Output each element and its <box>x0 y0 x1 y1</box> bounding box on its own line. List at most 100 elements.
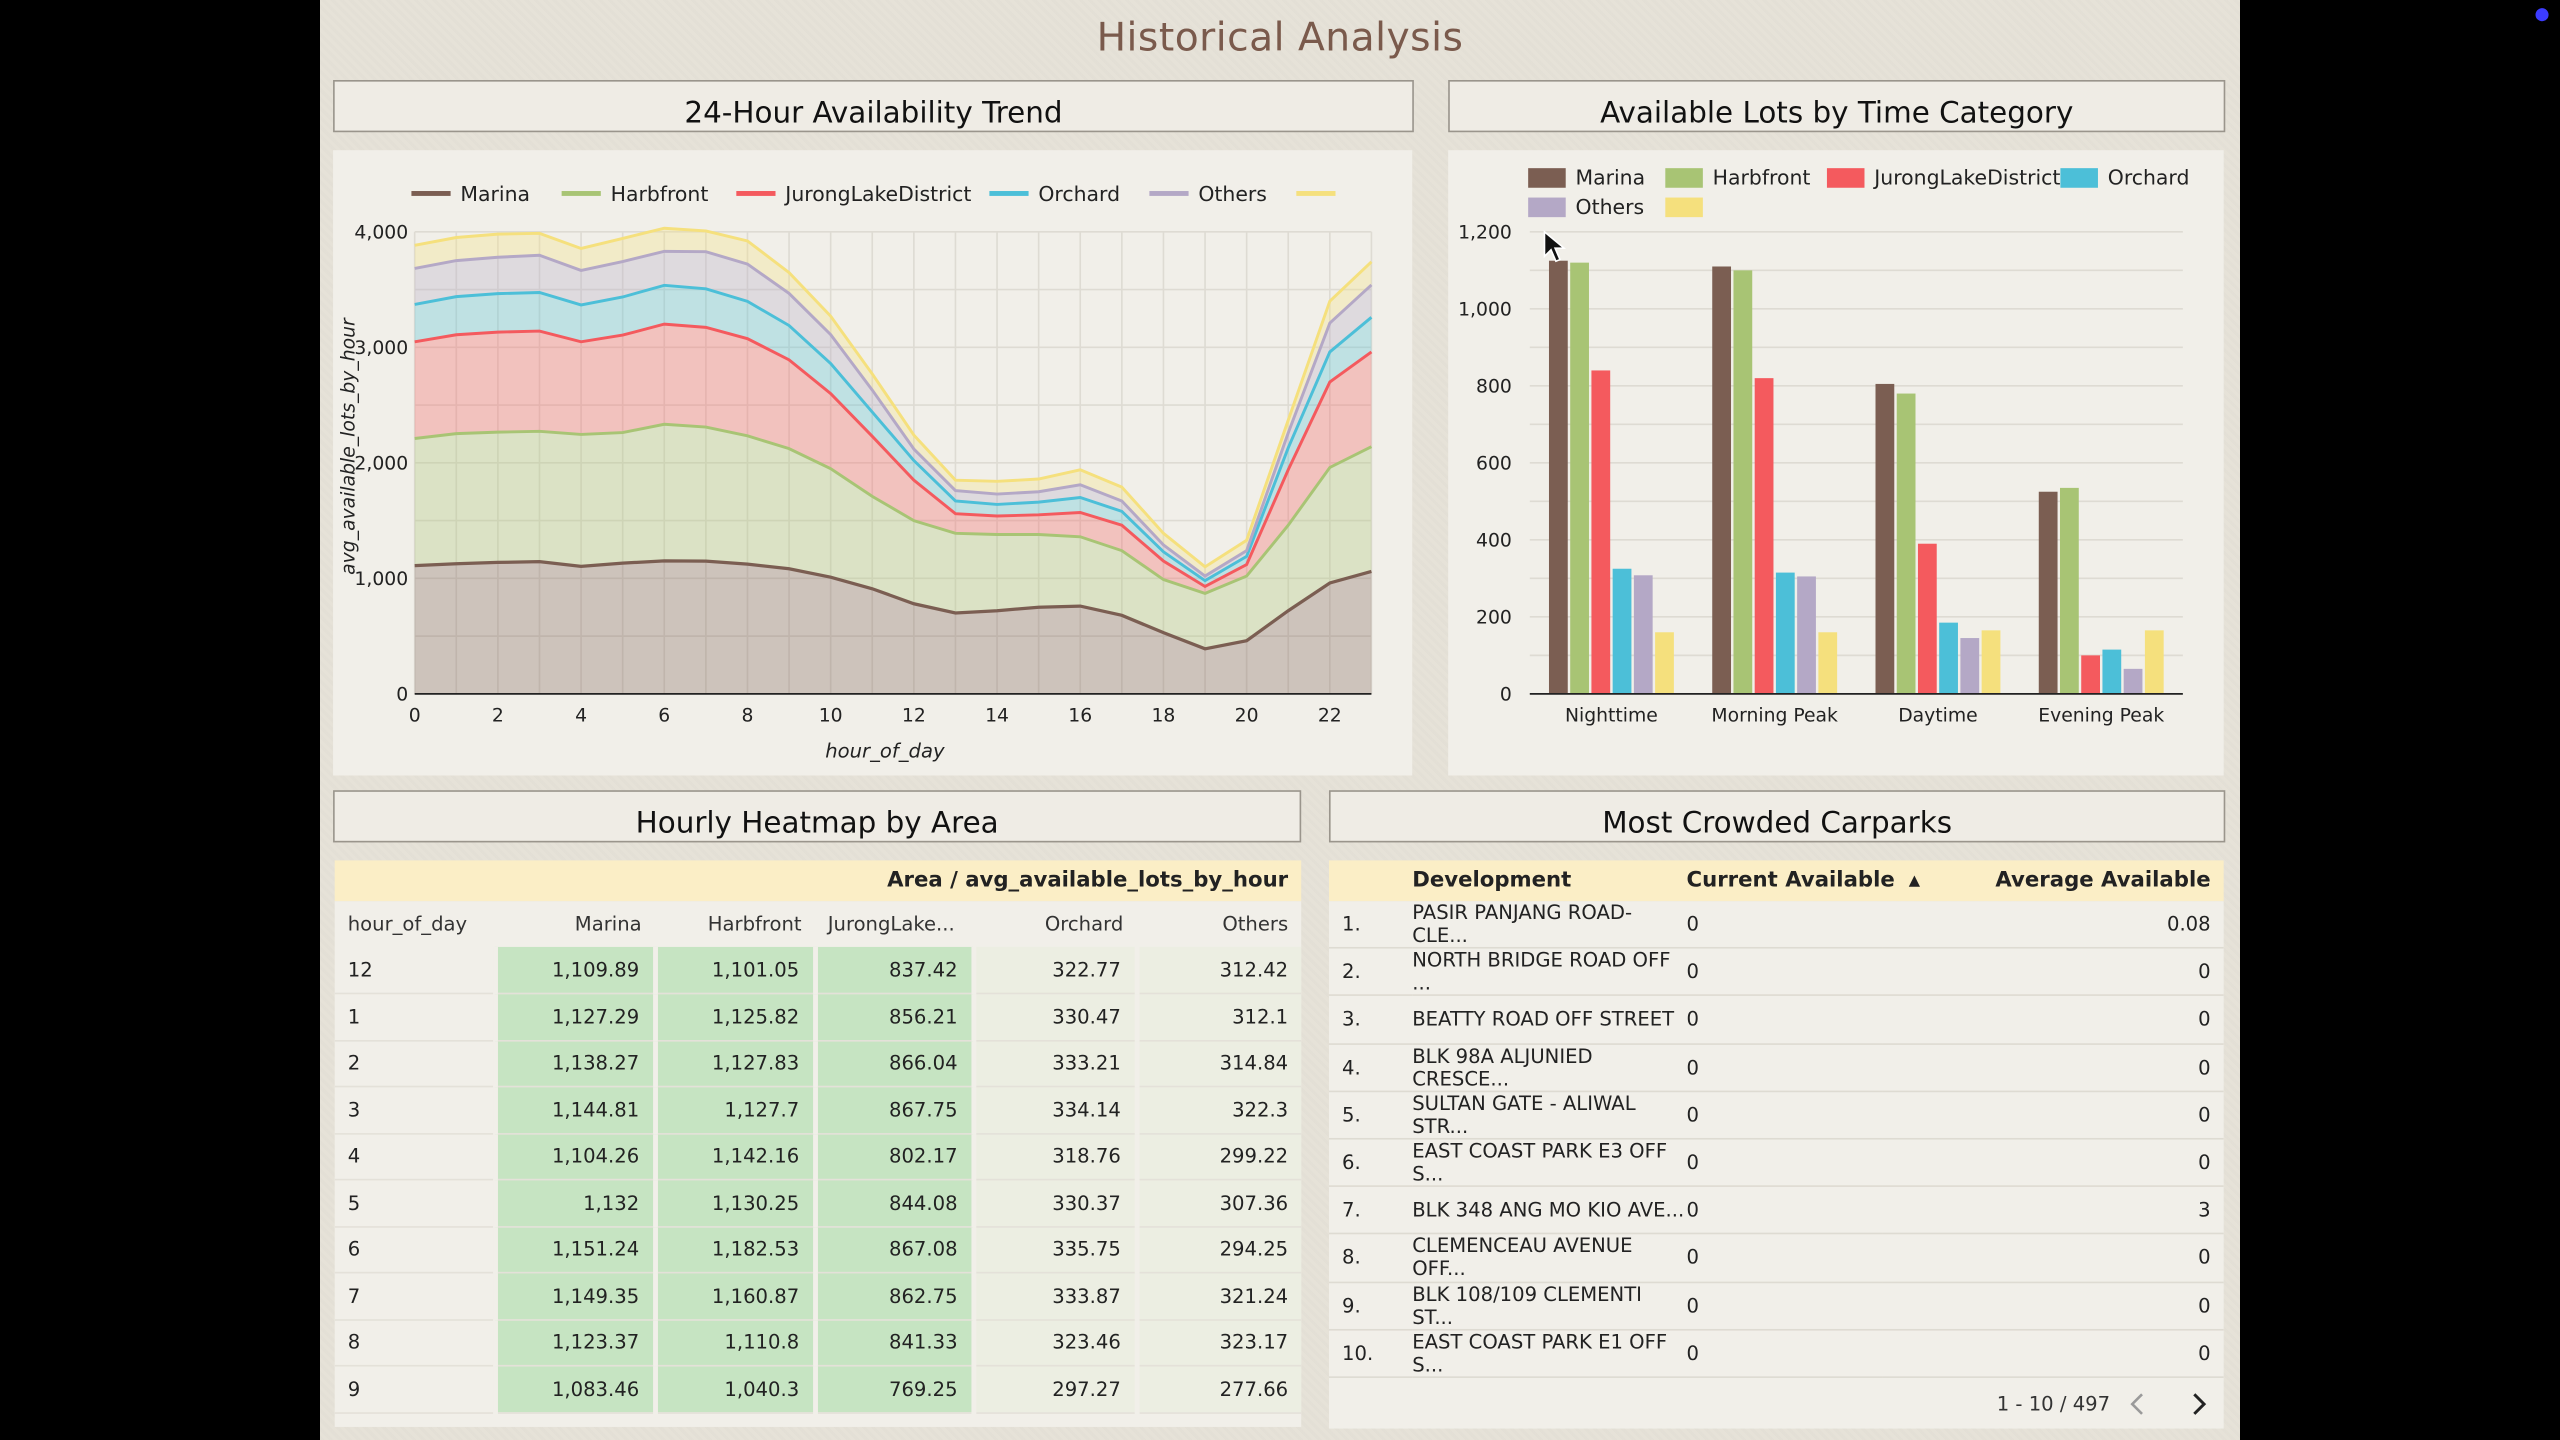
area-others[interactable] <box>414 251 1372 581</box>
heatmap-cell: 862.75 <box>812 1272 974 1320</box>
bar-harbfront-nighttime[interactable] <box>1570 262 1589 694</box>
table-row[interactable]: 3. BEATTY ROAD OFF STREET 0 0 <box>1328 995 2224 1045</box>
heatmap-col-juronglake-[interactable]: JurongLake... <box>827 912 955 936</box>
bars-legend[interactable]: Marina Harbfront JurongLakeDistrict Orchard… <box>1448 165 2224 230</box>
trend-legend-item-harbfront[interactable]: Harbfront <box>561 181 708 206</box>
bar-others-nighttime[interactable] <box>1633 575 1653 694</box>
heatmap-col-orchard[interactable]: Orchard <box>1044 912 1124 936</box>
heatmap-col-marina[interactable]: Marina <box>574 912 642 936</box>
bars-legend-item-harbfront[interactable]: Harbfront <box>1665 165 1810 189</box>
trend-y-tick: 0 <box>396 684 408 705</box>
prev-page-button[interactable] <box>2126 1391 2152 1417</box>
heatmap-cell: 1,101.05 <box>652 946 815 995</box>
row-average: 0.08 <box>1882 901 2224 949</box>
trend-legend-item-marina[interactable]: Marina <box>411 181 530 206</box>
area-harbfront[interactable] <box>414 424 1372 649</box>
bar-orchard-morning-peak[interactable] <box>1775 572 1795 694</box>
bar-unnamed-morning-peak[interactable] <box>1818 632 1838 694</box>
bar-harbfront-daytime[interactable] <box>1896 393 1916 694</box>
heatmap-cell: 1,151.24 <box>492 1226 655 1274</box>
bars-legend-item-unnamed[interactable] <box>1665 194 1712 218</box>
row-average: 0 <box>1882 1329 2224 1378</box>
next-page-button[interactable] <box>2184 1391 2210 1417</box>
heatmap-cell: 1 <box>334 993 495 1041</box>
bars-chart[interactable]: 0 200 400 600 800 1,000 1,200 Nighttime Morning … <box>1448 150 2224 775</box>
bars-y-tick: 0 <box>1500 684 1512 705</box>
table-row[interactable]: 4. BLK 98A ALJUNIED CRESCE... 0 0 <box>1328 1043 2224 1092</box>
bar-harbfront-evening-peak[interactable] <box>2059 487 2079 694</box>
heatmap-column-headers: hour_of_day Marina Harbfront JurongLake... O… <box>335 901 1302 947</box>
table-row[interactable]: 8. CLEMENCEAU AVENUE OFF... 0 0 <box>1328 1233 2224 1283</box>
bars-y-tick: 1,000 <box>1458 299 1512 320</box>
col-development[interactable]: Development <box>1412 868 1572 894</box>
table-row[interactable]: 2. NORTH BRIDGE ROAD OFF ... 0 0 <box>1328 948 2224 997</box>
bar-marina-evening-peak[interactable] <box>2038 491 2058 694</box>
bar-unnamed-daytime[interactable] <box>1981 630 2001 694</box>
legend-swatch-icon <box>736 191 776 196</box>
table-row[interactable]: 9. BLK 108/109 CLEMENTI ST... 0 0 <box>1328 1281 2224 1331</box>
heatmap-cell: 307.36 <box>1133 1179 1302 1227</box>
heatmap-cell: 802.17 <box>812 1133 974 1181</box>
col-current-available[interactable]: Current Available ▲ <box>1687 860 1920 904</box>
table-row[interactable]: 7. BLK 348 ANG MO KIO AVE... 0 3 <box>1328 1186 2224 1235</box>
bar-others-daytime[interactable] <box>1960 638 1980 694</box>
row-index: 2. <box>1328 948 1413 997</box>
area-marina[interactable] <box>414 560 1372 694</box>
row-development: SULTAN GATE - ALIWAL STR... <box>1412 1091 1687 1140</box>
trend-legend-item-orchard[interactable]: Orchard <box>989 181 1120 206</box>
trend-legend-item-juronglakedistrict[interactable]: JurongLakeDistrict <box>736 181 971 206</box>
bar-orchard-evening-peak[interactable] <box>2102 649 2122 694</box>
bar-marina-morning-peak[interactable] <box>1712 266 1732 694</box>
bar-orchard-nighttime[interactable] <box>1612 568 1632 694</box>
table-row[interactable]: 6. EAST COAST PARK E3 OFF S... 0 0 <box>1328 1138 2224 1188</box>
line-harbfront[interactable] <box>414 422 1373 595</box>
heatmap-row: 8 1,123.37 1,110.8 841.33 323.46 323.17 <box>334 1319 1302 1367</box>
bar-juronglakedistrict-nighttime[interactable] <box>1591 370 1611 694</box>
bar-marina-daytime[interactable] <box>1875 383 1895 694</box>
trend-legend[interactable]: Marina Harbfront JurongLakeDistrict Orchard… <box>333 181 1412 214</box>
bars-legend-item-juronglakedistrict[interactable]: JurongLakeDistrict <box>1826 165 2060 189</box>
heatmap-col-others[interactable]: Others <box>1222 912 1289 936</box>
bars-legend-item-marina[interactable]: Marina <box>1528 165 1645 189</box>
row-current: 0 <box>1686 1281 1883 1331</box>
heatmap-col-harbfront[interactable]: Harbfront <box>707 912 802 936</box>
line-unnamed[interactable] <box>414 226 1373 569</box>
line-orchard[interactable] <box>414 283 1373 583</box>
trend-legend-item-unnamed[interactable] <box>1296 181 1345 205</box>
col-average-available[interactable]: Average Available <box>1995 868 2211 894</box>
trend-area-chart[interactable]: 0 1,000 2,000 3,000 4,000 0 2 4 6 8 10 12 14 16 18 20 22… <box>333 150 1412 775</box>
bar-others-morning-peak[interactable] <box>1797 576 1816 694</box>
row-development: EAST COAST PARK E3 OFF S... <box>1412 1138 1687 1188</box>
line-juronglakedistrict[interactable] <box>414 322 1373 589</box>
bar-juronglakedistrict-evening-peak[interactable] <box>2081 655 2100 694</box>
bar-juronglakedistrict-daytime[interactable] <box>1917 543 1937 694</box>
bars-legend-item-orchard[interactable]: Orchard <box>2060 165 2189 189</box>
table-row[interactable]: 5. SULTAN GATE - ALIWAL STR... 0 0 <box>1328 1091 2224 1140</box>
line-marina[interactable] <box>414 559 1372 651</box>
bars-legend-item-others[interactable]: Others <box>1528 194 1644 219</box>
bar-unnamed-evening-peak[interactable] <box>2144 630 2164 694</box>
bar-harbfront-morning-peak[interactable] <box>1733 270 1753 694</box>
heatmap-cell: 322.3 <box>1133 1086 1302 1134</box>
heatmap-cell: 841.33 <box>812 1319 974 1367</box>
bar-orchard-daytime[interactable] <box>1939 622 1958 694</box>
trend-legend-item-others[interactable]: Others <box>1149 181 1267 206</box>
heatmap-header[interactable]: Area / avg_available_lots_by_hour <box>334 860 1302 902</box>
bar-juronglakedistrict-morning-peak[interactable] <box>1754 378 1774 694</box>
table-row[interactable]: 10. EAST COAST PARK E1 OFF S... 0 0 <box>1328 1329 2224 1378</box>
heatmap-row: 1 1,127.29 1,125.82 856.21 330.47 312.1 <box>334 993 1302 1041</box>
trend-x-tick: 20 <box>1235 706 1259 727</box>
bar-others-evening-peak[interactable] <box>2123 668 2143 694</box>
row-current: 0 <box>1686 1138 1883 1188</box>
row-development: PASIR PANJANG ROAD- CLE... <box>1412 901 1687 949</box>
trend-chart-title: 24-Hour Availability Trend <box>333 79 1414 133</box>
area-orchard[interactable] <box>414 285 1372 587</box>
heatmap-col-hour-of-day[interactable]: hour_of_day <box>347 912 468 936</box>
heatmap-cell: 333.87 <box>970 1272 1137 1320</box>
row-average: 0 <box>1882 1281 2224 1331</box>
line-others[interactable] <box>414 249 1373 578</box>
bar-unnamed-nighttime[interactable] <box>1655 632 1674 694</box>
bar-marina-nighttime[interactable] <box>1548 260 1568 694</box>
table-row[interactable]: 1. PASIR PANJANG ROAD- CLE... 0 0.08 <box>1328 901 2224 949</box>
bars-x-tick: Daytime <box>1898 706 1977 727</box>
